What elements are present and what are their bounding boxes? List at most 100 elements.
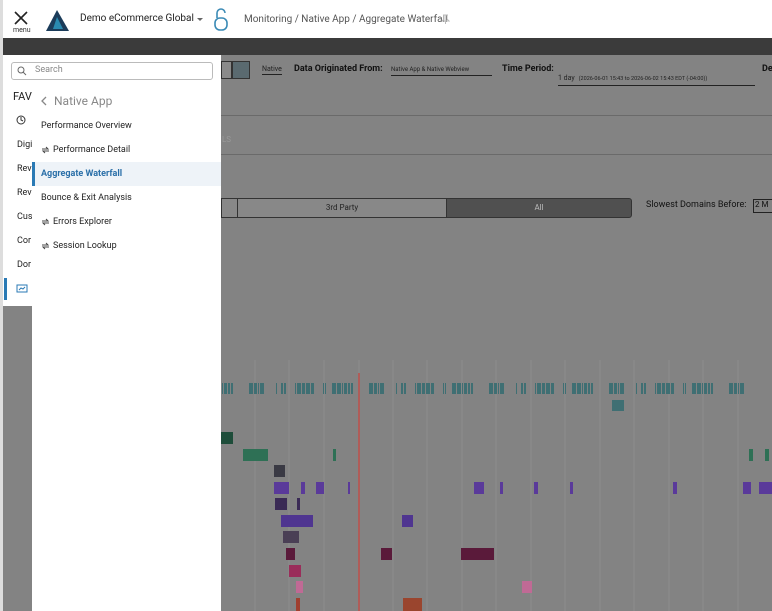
waterfall-bar [708,383,710,394]
waterfall-bar [286,548,295,560]
waterfall-bar [618,383,619,394]
waterfall-bar [445,383,446,394]
waterfall-bar [457,383,461,394]
submenu-item[interactable]: Performance Overview [41,121,132,131]
waterfall-bar [301,482,305,494]
waterfall-bar [276,383,277,394]
sidebar-item[interactable]: Cus [17,212,33,222]
waterfall-bar [588,383,590,394]
waterfall-bar [740,383,744,394]
waterfall-bar [260,383,264,394]
active-indicator [4,278,7,300]
back-icon[interactable] [40,96,48,106]
waterfall-bar [644,383,646,394]
waterfall-bar [351,383,353,394]
waterfall-bar [325,383,326,394]
sidebar-item[interactable]: Dor [17,260,32,270]
search-placeholder: Search [35,65,63,75]
waterfall-bar [537,383,541,394]
waterfall-bar [274,465,285,477]
waterfall-bar [283,531,299,543]
submenu-item[interactable]: Bounce & Exit Analysis [41,193,132,203]
waterfall-bar [692,383,696,394]
search-icon [17,66,27,76]
left-gray [3,306,32,611]
sidebar-item[interactable]: Rev [17,164,32,174]
waterfall-bar [474,482,484,494]
waterfall [221,360,772,611]
toolbar-btn[interactable] [232,61,250,79]
waterfall-bar [516,383,517,394]
slowest-input[interactable]: 2 M [753,199,772,213]
waterfall-bar [614,383,617,394]
tab-fragment[interactable]: LS [222,135,232,144]
waterfall-bar [535,383,536,394]
toolbar-box[interactable] [221,61,232,79]
waterfall-bar [311,383,314,394]
waterfall-bar [729,383,733,394]
period-range: (2026-06-01 15:43 to 2026-06-02 15:43 ED… [578,76,708,82]
waterfall-bar [591,383,593,394]
waterfall-bar [426,383,430,394]
waterfall-bar [468,383,470,394]
sidebar-item[interactable]: FAV [13,90,32,103]
waterfall-bar [231,383,233,394]
waterfall-bar [274,482,289,494]
waterfall-bar [344,383,347,394]
account-name[interactable]: Demo eCommerce Global [80,13,194,24]
origin-select[interactable]: Native App & Native Webview [391,66,492,76]
waterfall-bar [461,548,494,560]
period-select[interactable]: 1 day (2026-06-01 15:43 to 2026-06-02 15… [558,65,755,86]
waterfall-bar [281,383,283,394]
waterfall-bar [500,383,504,394]
lock-icon[interactable] [212,7,230,32]
waterfall-bar [295,383,296,394]
waterfall-bar [551,383,554,394]
waterfall-bar [471,383,473,394]
waterfall-bar [563,383,564,394]
waterfall-bar [332,383,336,394]
waterfall-bar [254,383,257,394]
sidebar-item[interactable]: Rev [17,188,32,198]
waterfall-bar [765,449,769,461]
menu-icon[interactable] [13,10,29,26]
pin-icon[interactable] [441,14,450,25]
sidebar-item[interactable]: Cor [17,236,32,246]
submenu-active-bg [32,162,221,186]
waterfall-bar [582,383,583,394]
waterfall-bar [380,383,384,394]
waterfall-bar [333,449,336,461]
menu-label[interactable]: menu [13,26,31,34]
waterfall-bar [369,383,373,394]
waterfall-bar [500,482,503,494]
submenu-item[interactable]: Session Lookup [53,241,117,251]
waterfall-bar [431,383,434,394]
waterfall-bar [402,515,413,527]
header [3,0,772,38]
waterfall-bar [403,598,422,611]
submenu-item[interactable]: Performance Detail [53,145,131,155]
waterfall-bar [296,598,300,611]
native-tab[interactable]: Native [262,65,282,75]
waterfall-bar [683,383,684,394]
monitor-icon[interactable] [16,284,28,294]
waterfall-bar [749,449,753,461]
submenu-panel [32,86,221,551]
history-icon[interactable] [16,115,26,125]
segment-option[interactable]: All [446,198,632,218]
waterfall-bar [494,383,497,394]
submenu-item[interactable]: Aggregate Waterfall [41,169,123,179]
waterfall-bar [657,383,661,394]
sidebar-item[interactable]: Digi [17,140,33,150]
waterfall-bar [258,383,259,394]
search-box[interactable] [11,62,213,80]
submenu-title[interactable]: Native App [54,94,113,108]
segment[interactable] [221,198,238,218]
segment-option[interactable]: 3rd Party [237,198,447,218]
waterfall-bar [498,383,499,394]
waterfall-bar [342,383,343,394]
account-caret[interactable] [196,17,204,23]
submenu-item[interactable]: Errors Explorer [53,217,112,227]
toolbar-more: De [762,64,772,74]
